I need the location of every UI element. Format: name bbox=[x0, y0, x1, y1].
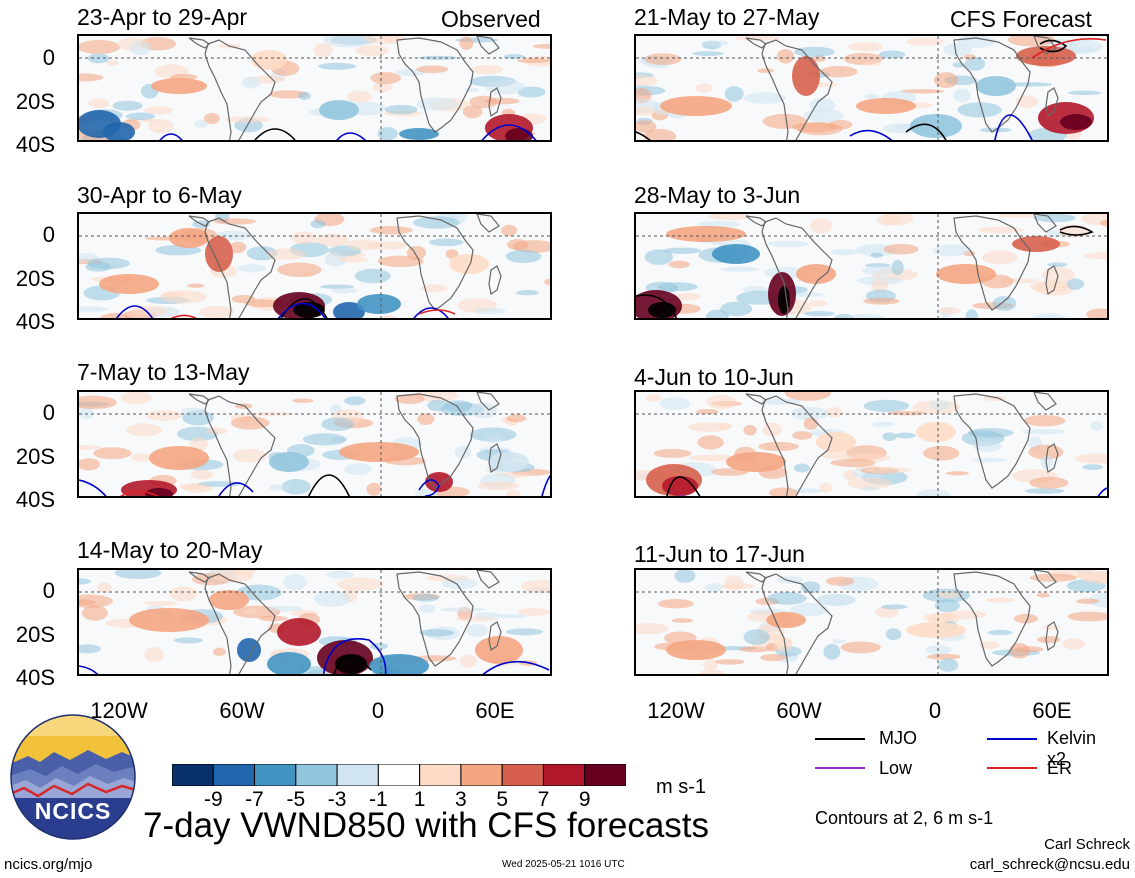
legend-mjo-label: MJO bbox=[879, 728, 917, 748]
panel-title-left-3: 7-May to 13-May bbox=[77, 359, 250, 385]
map-panel-left-2 bbox=[77, 212, 552, 320]
colorbar-label: 1 bbox=[413, 788, 426, 811]
map-panel-left-4 bbox=[77, 568, 552, 676]
y-tick-40s-row3: 40S bbox=[15, 487, 55, 512]
colorbar-label: 3 bbox=[455, 788, 467, 811]
colorbar-label: -1 bbox=[369, 788, 388, 811]
colorbar-swatch bbox=[336, 763, 379, 787]
y-tick-0-row1: 0 bbox=[42, 45, 55, 70]
colorbar-units: m s-1 bbox=[656, 776, 706, 798]
colorbar-label: -7 bbox=[245, 788, 264, 811]
panel-title-left-1: 23-Apr to 29-Apr bbox=[77, 4, 248, 30]
panel-title-right-2: 28-May to 3-Jun bbox=[634, 182, 801, 208]
forecast-header: CFS Forecast bbox=[950, 6, 1092, 32]
x-tick-0-right: 0 bbox=[928, 698, 942, 723]
x-tick-60w-left: 60W bbox=[219, 698, 265, 723]
colorbar-swatch bbox=[542, 763, 586, 787]
x-tick-0-left: 0 bbox=[371, 698, 385, 723]
colorbar-swatch bbox=[295, 763, 338, 787]
map-panel-right-2 bbox=[634, 212, 1109, 320]
colorbar-swatch bbox=[377, 763, 421, 787]
colorbar-label: -9 bbox=[203, 788, 223, 811]
y-tick-40s-row1: 40S bbox=[15, 132, 55, 157]
email-link[interactable]: carl_schreck@ncsu.edu bbox=[969, 856, 1130, 873]
y-tick-20s-row1: 20S bbox=[15, 89, 55, 114]
panel-title-right-1: 21-May to 27-May bbox=[634, 4, 820, 30]
panel-title-left-2: 30-Apr to 6-May bbox=[77, 182, 242, 208]
map-panel-right-1 bbox=[634, 34, 1109, 142]
y-tick-40s-row2: 40S bbox=[15, 309, 55, 334]
colorbar-label: 9 bbox=[578, 788, 591, 811]
colorbar-swatch bbox=[419, 763, 462, 787]
main-title: 7-day VWND850 with CFS forecasts bbox=[143, 806, 710, 845]
y-tick-0-row2: 0 bbox=[42, 222, 55, 247]
y-tick-0-row4: 0 bbox=[42, 578, 55, 603]
map-panel-left-3 bbox=[77, 390, 552, 498]
colorbar-label: -5 bbox=[286, 788, 306, 811]
colorbar-swatch bbox=[212, 763, 256, 787]
map-panel-right-4 bbox=[634, 568, 1109, 676]
legend-low-label: Low bbox=[879, 758, 913, 778]
observed-header: Observed bbox=[441, 6, 541, 32]
y-tick-20s-row4: 20S bbox=[15, 622, 55, 647]
x-tick-120w-left: 120W bbox=[90, 698, 148, 723]
colorbar-swatch bbox=[171, 763, 214, 787]
y-tick-20s-row3: 20S bbox=[15, 444, 55, 469]
colorbar-label: -3 bbox=[327, 788, 347, 811]
colorbar-swatch bbox=[501, 763, 544, 787]
timestamp: Wed 2025-05-21 1016 UTC bbox=[502, 859, 625, 870]
colorbar-label: 5 bbox=[496, 788, 509, 811]
panel-title-right-3: 4-Jun to 10-Jun bbox=[634, 364, 794, 390]
map-panel-right-3 bbox=[634, 390, 1109, 498]
logo-text: NCICS bbox=[34, 798, 112, 824]
panel-title-right-4: 11-Jun to 17-Jun bbox=[634, 541, 805, 567]
map-panel-left-1 bbox=[77, 34, 552, 142]
ncics-logo: NCICS bbox=[10, 714, 136, 840]
x-tick-60e-left: 60E bbox=[475, 698, 515, 723]
legend-kelvin-label: Kelvin x2 bbox=[1047, 728, 1097, 769]
colorbar-swatch bbox=[254, 763, 297, 787]
x-tick-60e-right: 60E bbox=[1032, 698, 1072, 723]
site-link[interactable]: ncics.org/mjo bbox=[4, 856, 93, 873]
legend-er-label: ER bbox=[1047, 758, 1073, 778]
x-tick-120w-right: 120W bbox=[647, 698, 705, 723]
colorbar-swatch bbox=[584, 763, 627, 787]
y-tick-0-row3: 0 bbox=[42, 400, 55, 425]
colorbar-label: 7 bbox=[537, 788, 550, 811]
panel-title-left-4: 14-May to 20-May bbox=[77, 537, 263, 563]
y-tick-40s-row4: 40S bbox=[15, 665, 55, 690]
x-tick-60w-right: 60W bbox=[776, 698, 822, 723]
colorbar-swatch bbox=[460, 763, 503, 787]
author: Carl Schreck bbox=[1044, 836, 1130, 853]
colorbar bbox=[171, 763, 627, 787]
contours-note: Contours at 2, 6 m s-1 bbox=[815, 808, 994, 828]
y-tick-20s-row2: 20S bbox=[15, 266, 55, 291]
